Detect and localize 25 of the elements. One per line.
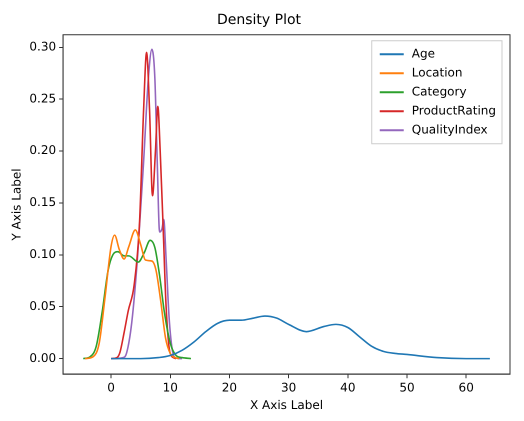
y-tick-label: 0.10	[29, 246, 56, 261]
x-tick-label: 40	[340, 380, 356, 395]
y-tick-label: 0.30	[29, 39, 56, 54]
y-axis-title: Y Axis Label	[9, 168, 24, 242]
y-tick-label: 0.20	[29, 143, 56, 158]
legend-label: Location	[412, 65, 463, 80]
line-series	[110, 315, 491, 360]
x-tick-label: 10	[162, 380, 178, 395]
legend-label: Category	[412, 84, 467, 98]
line-series	[82, 240, 192, 360]
x-tick-label: 30	[280, 380, 296, 395]
line-series	[84, 229, 180, 360]
x-axis-title: X Axis Label	[250, 398, 324, 412]
y-tick-label: 0.05	[29, 298, 56, 313]
y-tick-label: 0.15	[29, 195, 56, 210]
legend-label: ProductRating	[412, 103, 496, 118]
legend-label: QualityIndex	[412, 122, 488, 136]
chart-title: Density Plot	[216, 12, 302, 28]
x-tick-label: 0	[107, 380, 115, 395]
x-tick-label: 60	[458, 380, 474, 395]
legend-label: Age	[412, 46, 435, 60]
x-tick-label: 50	[399, 380, 415, 395]
y-tick-label: 0.00	[29, 350, 56, 365]
x-tick-label: 20	[222, 380, 238, 395]
y-tick-label: 0.25	[29, 91, 56, 106]
